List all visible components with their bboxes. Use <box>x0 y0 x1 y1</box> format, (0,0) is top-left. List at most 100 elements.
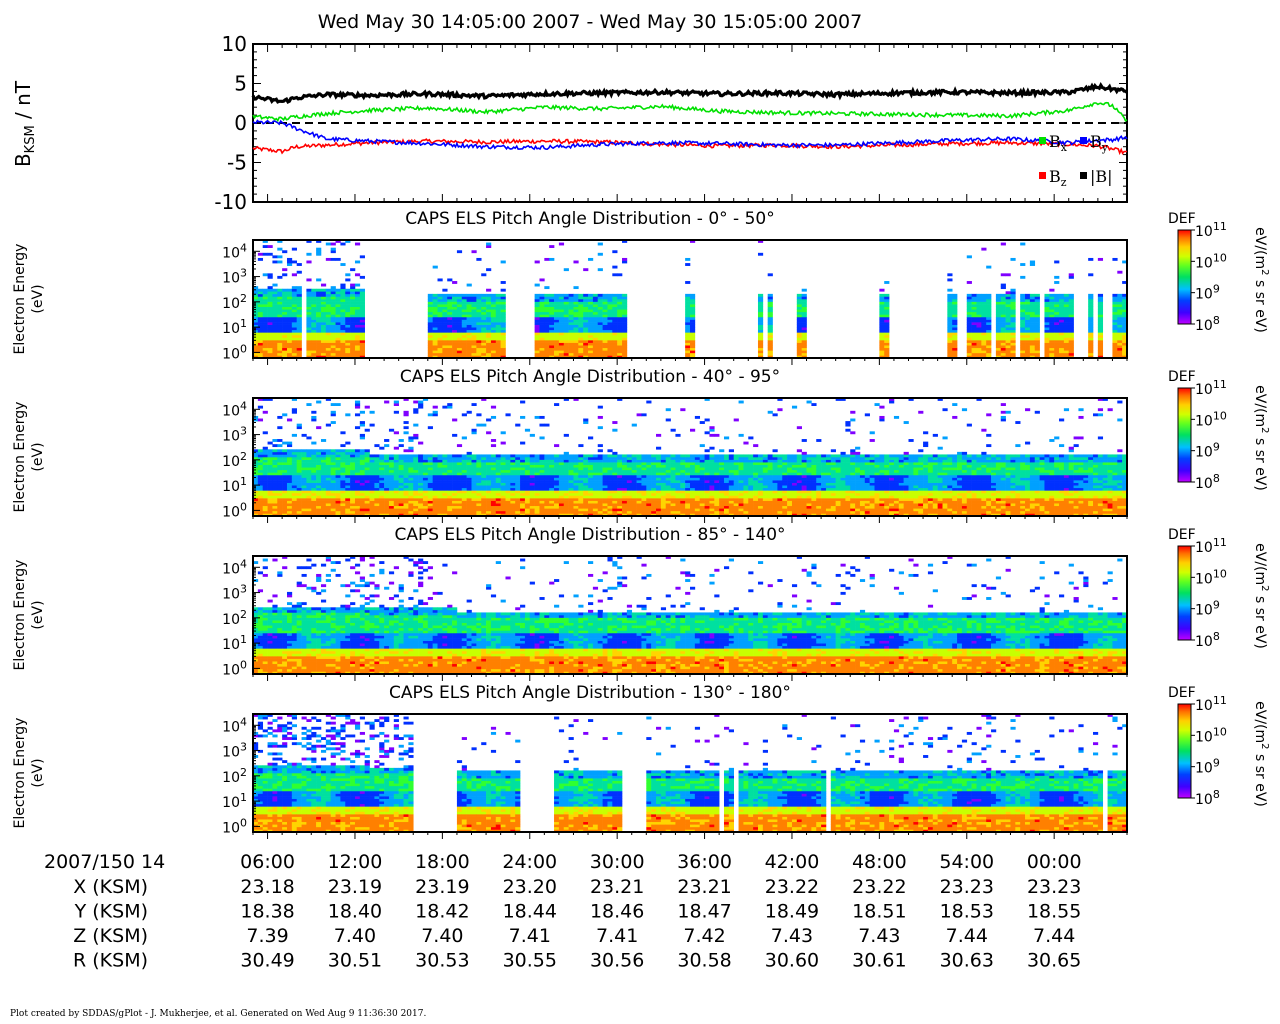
spectrogram-cell <box>1044 329 1050 333</box>
spectrogram-cell <box>466 304 472 307</box>
spectrogram-cell <box>1029 263 1036 266</box>
spectrogram-cell <box>796 332 802 336</box>
spectrogram-cell <box>427 485 433 489</box>
spectrogram-cell <box>442 467 448 471</box>
spectrogram-cell <box>456 250 463 254</box>
spectrogram-cell <box>403 477 409 481</box>
spectrogram-cell <box>952 342 958 346</box>
spectrogram-cell <box>612 345 618 349</box>
spectrogram-cell <box>476 316 482 320</box>
spectrogram-cell <box>476 337 482 341</box>
spectrogram-cell <box>456 296 463 300</box>
spectrogram-cell <box>539 296 545 300</box>
spectrogram-cell <box>403 474 409 478</box>
spectrogram-cell <box>359 337 365 341</box>
spectrogram-cell <box>316 288 322 292</box>
spectrogram-cell <box>592 505 599 509</box>
spectrogram-cell <box>291 467 297 471</box>
spectrogram-cell <box>335 355 341 359</box>
spectrogram-cell <box>626 472 633 476</box>
spectrogram-cell <box>267 457 273 460</box>
spectrogram-cell <box>354 426 361 430</box>
spectrogram-cell <box>578 444 584 448</box>
spectrogram-cell <box>947 319 953 323</box>
spectrogram-cell <box>622 482 628 486</box>
spectrogram-cell <box>461 301 467 305</box>
spectrogram-cell <box>320 340 327 343</box>
spectrogram-cell <box>966 311 972 315</box>
spectrogram-cell <box>971 319 977 323</box>
spectrogram-cell <box>408 480 414 483</box>
spectrogram-cell <box>427 503 433 507</box>
spectrogram-cell <box>947 314 953 318</box>
spectrogram-cell <box>330 299 336 302</box>
spectrogram-cell <box>1034 301 1040 305</box>
spectrogram-cell <box>490 347 497 351</box>
spectrogram-cell <box>306 449 312 453</box>
spectrogram-cell <box>267 304 273 307</box>
spectrogram-cell <box>296 299 302 302</box>
spectrogram-cell <box>316 485 322 489</box>
spectrogram-cell <box>1000 314 1006 318</box>
spectrogram-cell <box>612 495 618 499</box>
spectrogram-cell <box>1097 316 1104 320</box>
spectrogram-cell <box>588 352 594 356</box>
spectrogram-cell <box>340 309 346 313</box>
spectrogram-cell <box>573 498 579 501</box>
spectrogram-cell <box>1054 322 1060 325</box>
spectrogram-cell <box>1005 296 1011 300</box>
spectrogram-cell <box>796 309 802 313</box>
spectrogram-cell <box>340 462 346 465</box>
spectrogram-cell <box>413 436 419 440</box>
spectrogram-cell <box>641 457 647 460</box>
spectrogram-cell <box>563 500 569 504</box>
spectrogram-cell <box>588 350 594 354</box>
spectrogram-cell <box>486 329 492 333</box>
spectrogram-cell <box>403 508 409 512</box>
spectrogram-cell <box>592 472 599 476</box>
spectrogram-cell <box>583 293 589 297</box>
spectrogram-cell <box>437 316 443 320</box>
spectrogram-cell <box>301 510 307 514</box>
spectrogram-cell <box>345 413 351 417</box>
spectrogram-cell <box>320 449 327 453</box>
spectrogram-cell <box>413 457 419 460</box>
spectrogram-cell <box>1097 319 1104 323</box>
spectrogram-cell <box>262 490 268 494</box>
spectrogram-cell <box>471 342 477 346</box>
spectrogram-cell <box>529 467 535 471</box>
spectrogram-cell <box>257 418 264 422</box>
spectrogram-cell <box>1112 345 1118 349</box>
spectrogram-cell <box>651 464 657 468</box>
spectrogram-cell <box>413 477 419 481</box>
spectrogram-cell <box>369 410 375 414</box>
spectrogram-cell <box>291 342 297 346</box>
spectrogram-cell <box>330 327 336 331</box>
spectrogram-cell <box>379 505 385 509</box>
spectrogram-cell <box>524 505 531 509</box>
spectrogram-cell <box>597 462 603 465</box>
spectrogram-cell <box>588 322 594 325</box>
spectrogram-cell <box>947 329 953 333</box>
spectrogram-cell <box>481 340 487 343</box>
spectrogram-cell <box>447 487 453 491</box>
spectrogram-cell <box>981 337 987 341</box>
spectrogram-cell <box>646 495 652 499</box>
spectrogram-cell <box>563 311 569 315</box>
spectrogram-cell <box>456 454 463 458</box>
spectrogram-cell <box>602 345 608 349</box>
spectrogram-cell <box>354 347 361 351</box>
spectrogram-cell <box>529 505 535 509</box>
spectrogram-cell <box>253 324 259 328</box>
spectrogram-cell <box>588 495 594 499</box>
spectrogram-cell <box>597 329 603 333</box>
spectrogram-cell <box>490 322 497 325</box>
spectrogram-cell <box>796 334 802 338</box>
spectrogram-cell <box>1059 309 1065 313</box>
spectrogram-cell <box>801 355 807 359</box>
spectrogram-cell <box>592 355 599 359</box>
spectrogram-cell <box>282 490 288 494</box>
spectrogram-cell <box>350 296 356 300</box>
spectrogram-cell <box>607 485 613 489</box>
